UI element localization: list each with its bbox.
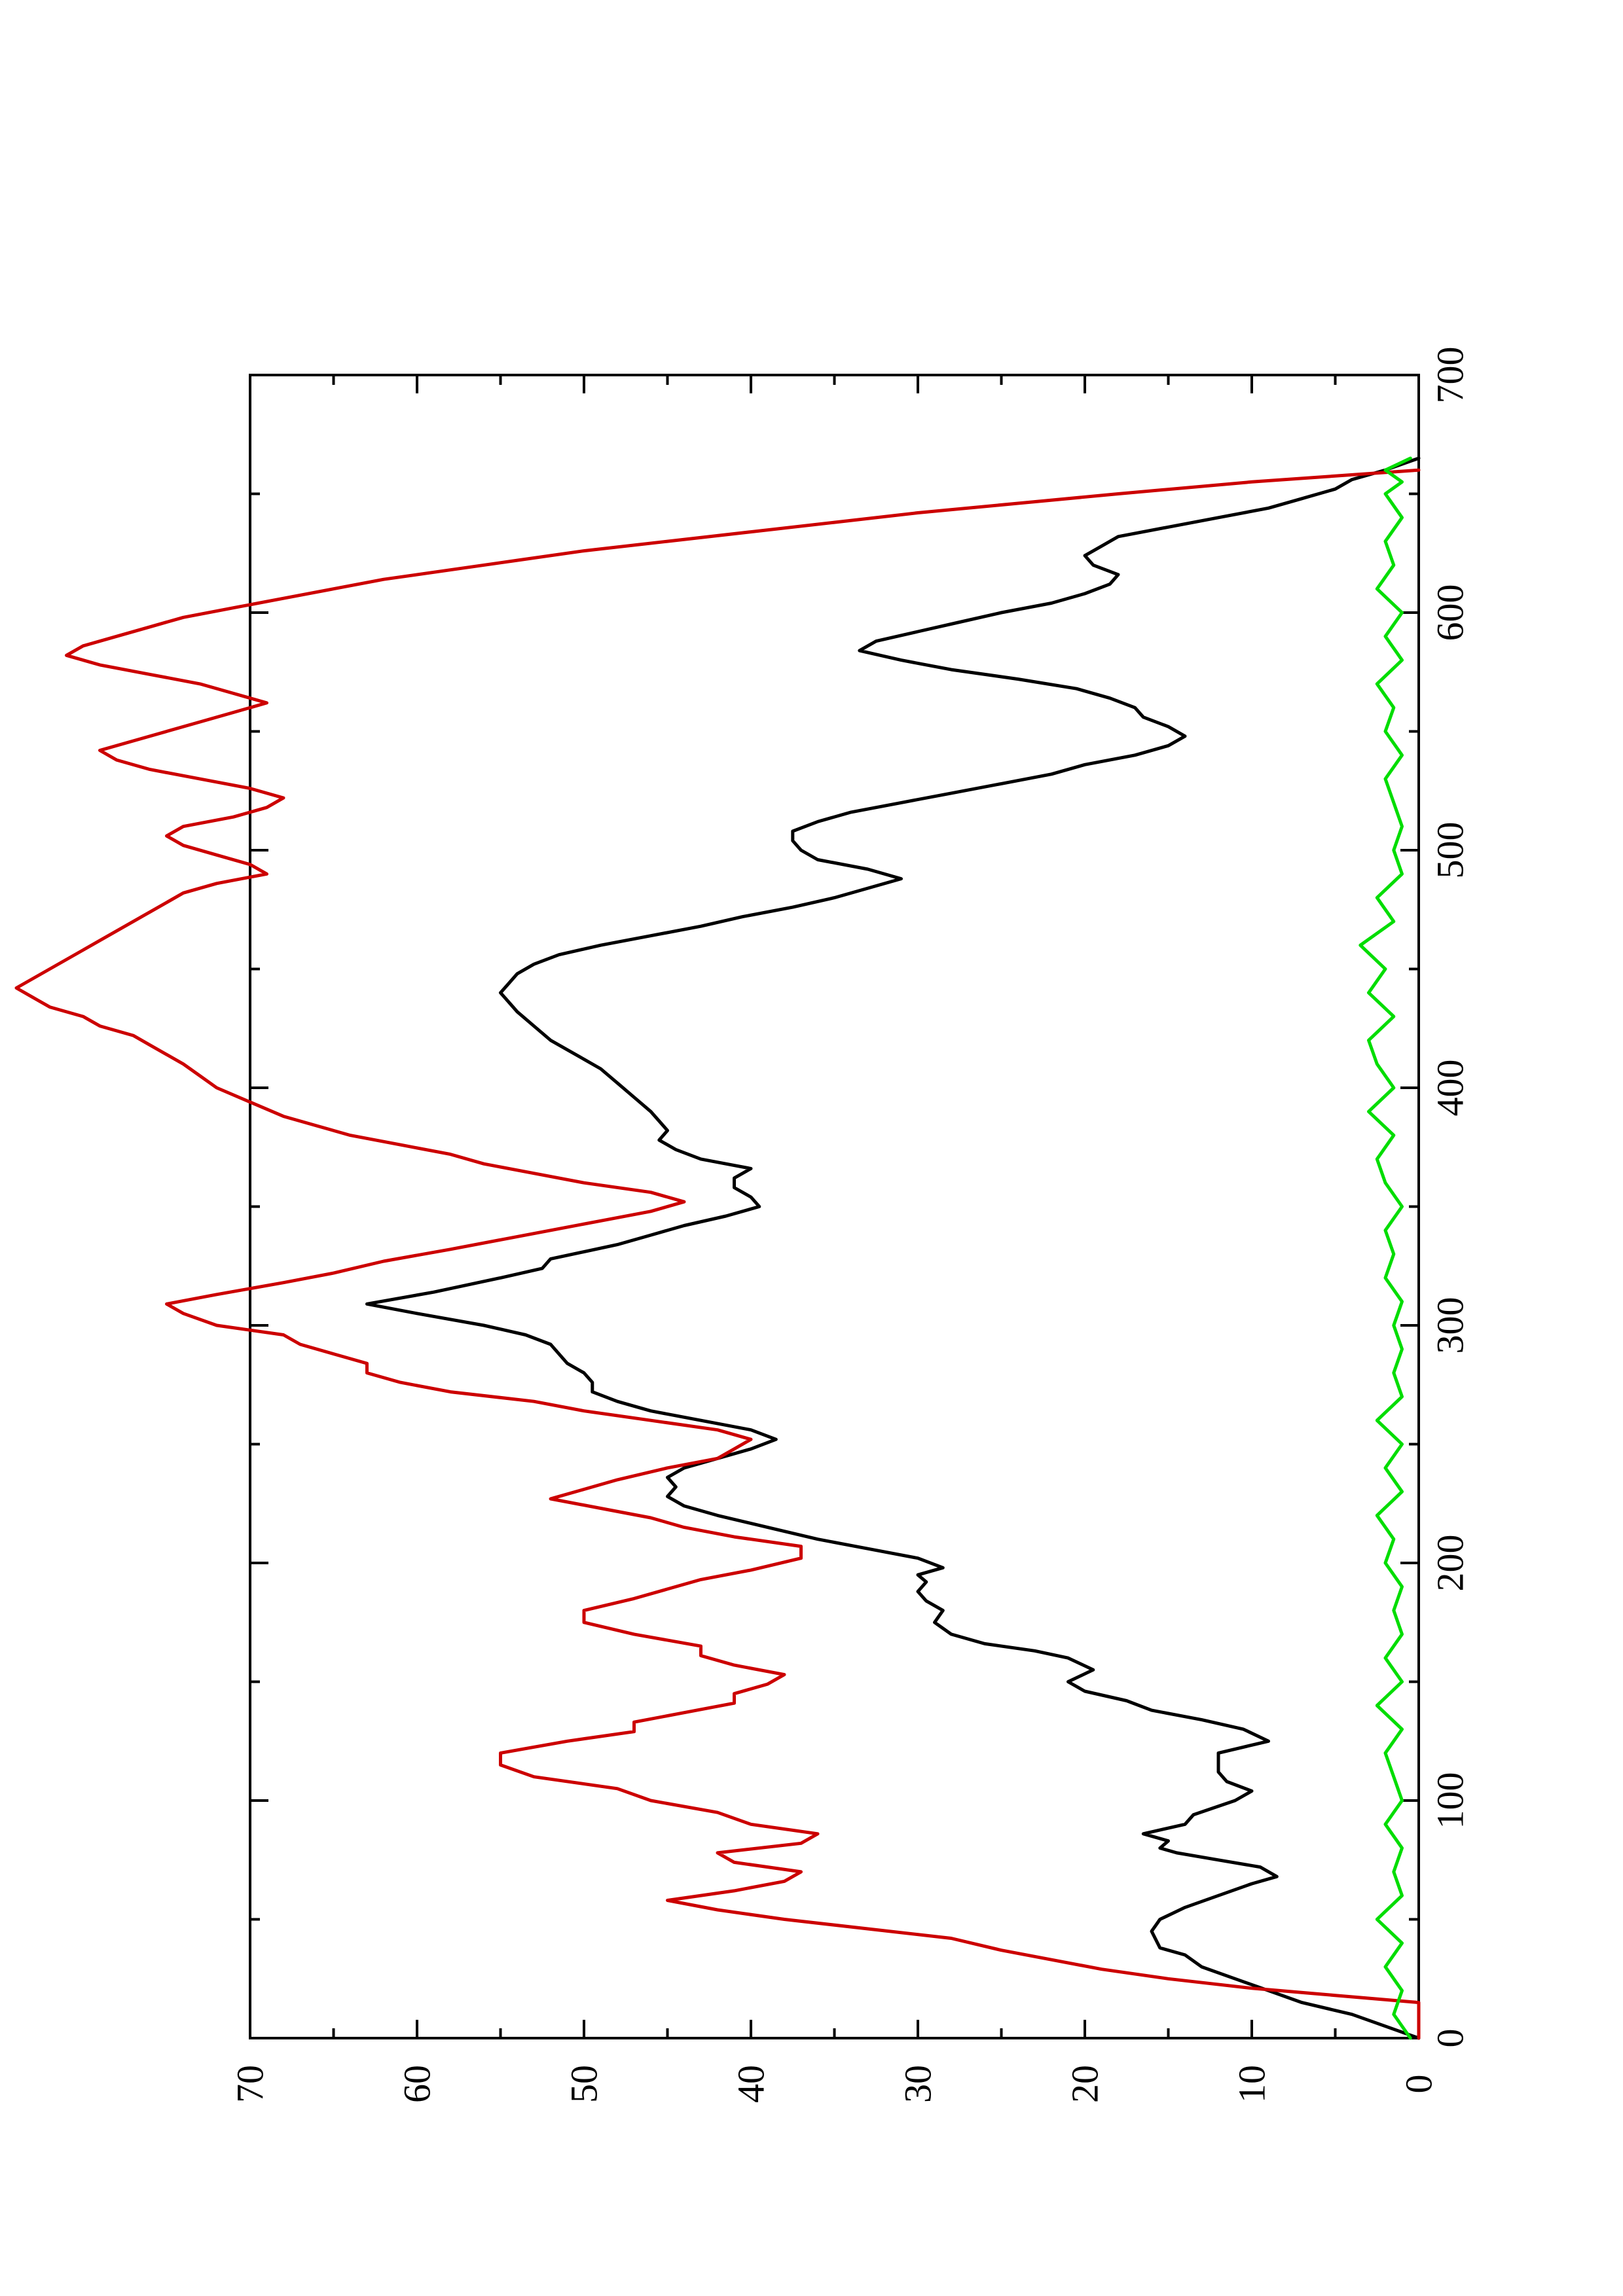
y-tick-label: 10 <box>1231 2065 1273 2103</box>
series-line-1 <box>365 456 1421 2040</box>
series-line-3 <box>1359 456 1412 2040</box>
y-tick-label: 30 <box>897 2065 939 2103</box>
x-tick-label: 700 <box>1429 347 1472 404</box>
y-tick-label: 20 <box>1064 2065 1106 2103</box>
y-tick-label: 70 <box>229 2065 272 2103</box>
axis-tick-labels: 0 100 200 300 400 500 600 700 0 10 20 30 40 50 60 70 <box>229 347 1472 2104</box>
y-tick-label: 0 <box>1398 2075 1440 2094</box>
y-tick-label: 50 <box>563 2065 606 2103</box>
x-tick-label: 0 <box>1429 2029 1472 2048</box>
x-tick-label: 400 <box>1429 1060 1472 1117</box>
y-tick-label: 40 <box>730 2065 773 2103</box>
x-tick-label: 200 <box>1429 1535 1472 1592</box>
x-tick-label: 100 <box>1429 1772 1472 1829</box>
series-line-2 <box>14 468 1421 2040</box>
y-tick-label: 60 <box>396 2065 439 2103</box>
series-lines <box>14 456 1421 2040</box>
axis-ticks <box>249 374 1420 2039</box>
x-tick-label: 500 <box>1429 822 1472 879</box>
x-tick-label: 300 <box>1429 1297 1472 1354</box>
x-tick-label: 600 <box>1429 584 1472 641</box>
